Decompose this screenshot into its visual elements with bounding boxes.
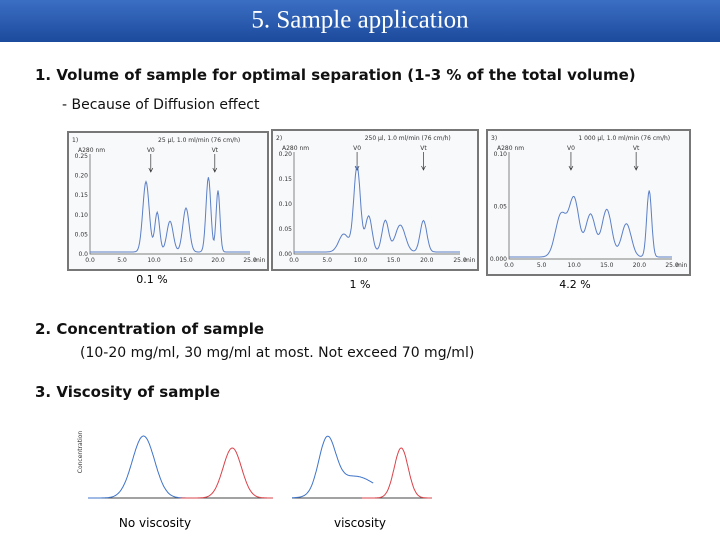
marker-label: Vt [633, 145, 640, 152]
peak-reference [362, 447, 432, 499]
chart-frame [67, 131, 269, 271]
y-axis-label: A280 nm [282, 145, 309, 152]
y-axis-label: Concentration [77, 431, 84, 474]
viscosity-graphs: Concentration No viscosity viscosity [77, 431, 432, 530]
y-tick-label: 0.0 [78, 251, 88, 258]
y-tick-label: 0.25 [75, 153, 89, 160]
flow-note: 1 000 µl, 1.0 ml/min (76 cm/h) [578, 135, 670, 142]
x-tick-label: 25.0 [453, 257, 467, 264]
chromatogram [294, 164, 460, 253]
x-unit: min [676, 262, 688, 269]
heading: 1. Volume of sample for optimal separati… [35, 66, 636, 84]
marker-arrow [568, 152, 574, 171]
title-bar [0, 0, 720, 42]
x-tick-label: 15.0 [600, 262, 614, 269]
x-tick-label: 20.0 [420, 257, 434, 264]
y-tick-label: 0.05 [494, 204, 508, 211]
x-tick-label: 0.0 [504, 262, 514, 269]
y-tick-label: 0.20 [75, 173, 89, 180]
chromatogram [90, 177, 250, 253]
marker-label: V0 [147, 147, 155, 154]
x-tick-label: 10.0 [147, 257, 161, 264]
peak-reference [180, 447, 273, 499]
caption: 4.2 % [559, 278, 590, 291]
caption: No viscosity [119, 516, 191, 530]
y-axis-label: A280 nm [78, 147, 105, 154]
marker-label: Vt [212, 147, 219, 154]
note: (10-20 mg/ml, 30 mg/ml at most. Not exce… [80, 345, 474, 361]
y-tick-label: 0.05 [279, 226, 293, 233]
y-tick-label: 0.10 [279, 201, 293, 208]
marker-label: V0 [353, 145, 361, 152]
marker-arrow [421, 152, 426, 171]
flow-note: 25 µl, 1.0 ml/min (76 cm/h) [158, 137, 240, 144]
axes [508, 152, 672, 260]
y-tick-label: 0.000 [490, 256, 507, 263]
caption: viscosity [334, 516, 386, 530]
axes [293, 152, 460, 255]
marker-arrow [633, 152, 639, 171]
panel-label: 1) [72, 137, 78, 144]
y-tick-label: 0.20 [279, 151, 293, 158]
y-tick-label: 0.00 [279, 251, 293, 258]
panel-label: 3) [491, 135, 497, 142]
marker-arrow [148, 154, 154, 173]
heading: 2. Concentration of sample [35, 320, 264, 338]
x-tick-label: 20.0 [633, 262, 647, 269]
x-unit: min [464, 257, 476, 264]
x-tick-label: 5.0 [537, 262, 547, 269]
x-tick-label: 0.0 [85, 257, 95, 264]
y-tick-label: 0.15 [75, 192, 89, 199]
heading: 3. Viscosity of sample [35, 383, 220, 401]
note: - Because of Diffusion effect [62, 97, 260, 113]
x-tick-label: 20.0 [211, 257, 225, 264]
caption: 0.1 % [136, 273, 167, 286]
axes [89, 154, 250, 255]
chromatograms: 1) 25 µl, 1.0 ml/min (76 cm/h)A280 nm0.25… [67, 129, 691, 291]
x-tick-label: 5.0 [322, 257, 332, 264]
y-tick-label: 0.10 [75, 212, 89, 219]
x-tick-label: 0.0 [289, 257, 299, 264]
y-axis-label: A280 nm [497, 145, 524, 152]
y-tick-label: 0.05 [75, 231, 89, 238]
title: 5. Sample application [251, 7, 469, 34]
x-tick-label: 25.0 [243, 257, 257, 264]
x-tick-label: 15.0 [387, 257, 401, 264]
caption: 1 % [350, 278, 371, 291]
x-tick-label: 10.0 [568, 262, 582, 269]
chart-frame [486, 129, 691, 276]
x-tick-label: 5.0 [117, 257, 127, 264]
y-tick-label: 0.10 [494, 151, 508, 158]
x-tick-label: 15.0 [179, 257, 193, 264]
y-tick-label: 0.15 [279, 176, 293, 183]
peak-sample [88, 435, 196, 499]
panel-label: 2) [276, 135, 282, 142]
marker-label: V0 [567, 145, 575, 152]
chromatogram [509, 190, 672, 258]
x-tick-label: 25.0 [665, 262, 679, 269]
x-unit: min [254, 257, 266, 264]
marker-arrow [212, 154, 218, 173]
peak-sample [292, 435, 374, 499]
x-tick-label: 10.0 [354, 257, 368, 264]
marker-label: Vt [420, 145, 427, 152]
flow-note: 250 µl, 1.0 ml/min (76 cm/h) [365, 135, 451, 142]
